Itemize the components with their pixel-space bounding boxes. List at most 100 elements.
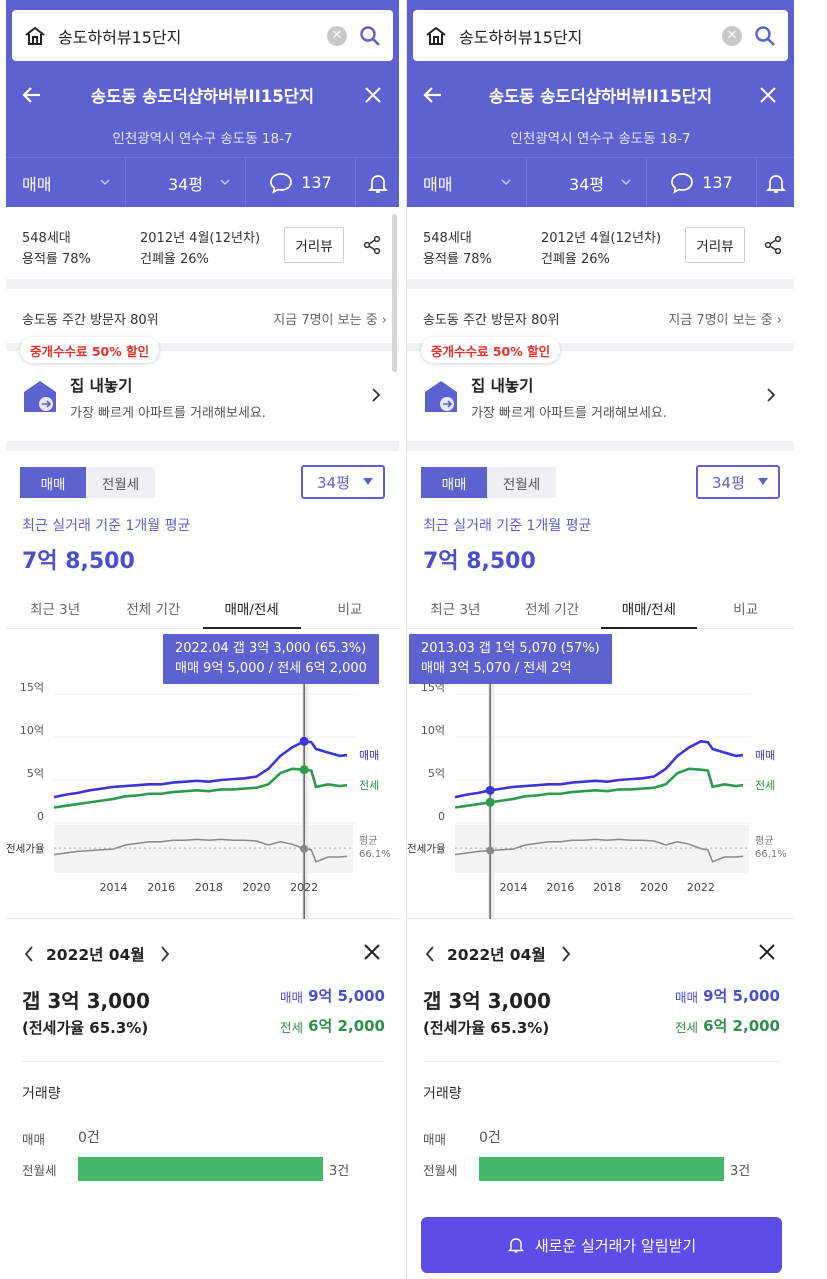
- series-line-jeonse: [454, 767, 744, 809]
- y-tick-label: 5억: [428, 767, 445, 780]
- series-line-ratio: [454, 838, 744, 863]
- search-input[interactable]: 송도하허뷰15단지: [58, 27, 182, 47]
- street-view-button[interactable]: 거리뷰: [284, 227, 344, 263]
- chevron-right-icon[interactable]: [158, 943, 172, 965]
- search-icon[interactable]: [754, 25, 776, 47]
- chevron-right-icon: [767, 388, 776, 402]
- x-tick-label: 2014: [100, 881, 128, 894]
- price-alert-button[interactable]: 새로운 실거래가 알림받기: [421, 1217, 782, 1273]
- volume-rent-bar: [78, 1157, 323, 1181]
- size-dropdown[interactable]: 34평: [527, 158, 647, 207]
- close-icon[interactable]: [756, 83, 780, 107]
- list-house-banner[interactable]: 중개수수료 50% 할인 집 내놓기 가장 빠르게 아파트를 거래해보세요.: [6, 337, 399, 441]
- alert-bell-button[interactable]: [757, 158, 794, 207]
- search-input[interactable]: 송도하허뷰15단지: [459, 27, 583, 47]
- alert-bell-button[interactable]: [356, 158, 399, 207]
- chevron-left-icon[interactable]: [423, 943, 437, 965]
- visitor-row[interactable]: 송도동 주간 방문자 80위 지금 7명이 보는 중 ›: [407, 289, 794, 343]
- volume-sale-count: 0건: [78, 1130, 100, 1146]
- segment-rent[interactable]: 전월세: [502, 476, 541, 493]
- home-icon[interactable]: [24, 25, 46, 47]
- trade-type-dropdown[interactable]: 매매: [407, 158, 527, 207]
- size-label: 34평: [568, 174, 605, 194]
- tab-recent-3y[interactable]: 최근 3년: [30, 601, 81, 618]
- month-detail: 2022년 04월 갭 3억 3,000 (전세가율 65.3%) 매매 9억 …: [6, 929, 399, 1069]
- households: 548세대: [22, 231, 71, 246]
- tooltip-line1: 2013.03 갭 1억 5,070 (57%): [421, 641, 600, 656]
- built-date: 2012년 4월(12년차): [140, 231, 261, 246]
- home-icon[interactable]: [425, 25, 447, 47]
- ratio-avg-value: 66.1%: [359, 849, 391, 860]
- y-tick-label: 10억: [421, 724, 445, 737]
- volume-sale-count: 0건: [479, 1130, 501, 1146]
- chevron-left-icon[interactable]: [22, 943, 36, 965]
- tab-compare[interactable]: 비교: [337, 601, 363, 618]
- comments-count: 137: [301, 173, 332, 192]
- price-section: 매매 전월세 34평 최근 실거래 기준 1개월 평균 7억 8,500 최근 …: [6, 451, 399, 629]
- jeonse-ratio: (전세가율 65.3%): [22, 1019, 149, 1037]
- size-select[interactable]: 34평: [301, 465, 385, 499]
- jeonse-value: 6억 2,000: [703, 1017, 780, 1035]
- share-icon[interactable]: [362, 235, 382, 255]
- bell-icon: [507, 1238, 525, 1253]
- y-tick-label: 0: [37, 810, 44, 823]
- list-house-banner[interactable]: 중개수수료 50% 할인 집 내놓기 가장 빠르게 아파트를 거래해보세요.: [407, 337, 794, 441]
- back-arrow-icon[interactable]: [20, 83, 44, 107]
- size-select[interactable]: 34평: [696, 465, 780, 499]
- avg-label: 최근 실거래 기준 1개월 평균: [22, 518, 191, 534]
- tab-all-period[interactable]: 전체 기간: [525, 601, 580, 618]
- close-detail-icon[interactable]: [756, 941, 778, 963]
- jeonse-marker: [299, 765, 309, 775]
- search-area: 송도하허뷰15단지 ✕: [6, 0, 399, 69]
- legend-jeonse: 전세: [755, 779, 775, 792]
- tab-compare[interactable]: 비교: [733, 601, 759, 618]
- filter-bar: 매매 34평 137: [6, 157, 399, 207]
- close-icon[interactable]: [361, 83, 385, 107]
- clear-icon[interactable]: ✕: [327, 25, 347, 46]
- back-arrow-icon[interactable]: [421, 83, 445, 107]
- chat-bubble-icon: [671, 172, 694, 194]
- comments-button[interactable]: 137: [647, 158, 757, 207]
- search-box[interactable]: 송도하허뷰15단지 ✕: [413, 10, 788, 61]
- x-tick-label: 2020: [242, 881, 270, 894]
- house-sell-icon: [425, 381, 457, 412]
- tab-recent-3y[interactable]: 최근 3년: [430, 601, 481, 618]
- building-coverage: 건폐율 26%: [541, 252, 610, 267]
- size-dropdown[interactable]: 34평: [126, 158, 246, 207]
- tab-all-period[interactable]: 전체 기간: [126, 601, 181, 618]
- page-title: 송도동 송도더샵하버뷰II15단지: [90, 87, 315, 106]
- chevron-down-icon: [501, 179, 511, 185]
- avg-value: 7억 8,500: [423, 549, 536, 574]
- viewing-now: 지금 7명이 보는 중: [273, 313, 378, 328]
- price-chart[interactable]: 0 5억 10억 15억 2014 2016 2018 2020 2022 매매 전세 평균 66.1%…: [6, 629, 399, 919]
- volume-title: 거래량: [423, 1086, 462, 1102]
- street-view-button[interactable]: 거리뷰: [685, 227, 745, 263]
- chevron-right-icon[interactable]: [559, 943, 573, 965]
- segment-rent[interactable]: 전월세: [101, 476, 140, 493]
- visitor-row[interactable]: 송도동 주간 방문자 80위 지금 7명이 보는 중 ›: [6, 289, 399, 343]
- sell-title: 집 내놓기: [471, 377, 534, 395]
- size-label: 34평: [167, 174, 204, 194]
- close-detail-icon[interactable]: [361, 941, 383, 963]
- segment-sale[interactable]: 매매: [20, 467, 86, 498]
- jeonse-label: 전세: [279, 1020, 303, 1035]
- tab-sale-jeonse[interactable]: 매매/전세: [202, 587, 302, 629]
- complex-info: 548세대 용적률 78% 2012년 4월(12년차) 건폐율 26% 거리뷰: [6, 207, 399, 279]
- search-box[interactable]: 송도하허뷰15단지 ✕: [12, 10, 393, 61]
- size-select-value: 34평: [712, 473, 745, 492]
- complex-header: 송도동 송도더샵하버뷰II15단지 인천광역시 연수구 송도동 18-7: [6, 69, 399, 157]
- tab-sale-jeonse[interactable]: 매매/전세: [600, 587, 698, 629]
- price-chart[interactable]: 0 5억 10억 15억 2014 2016 2018 2020 2022 매매 전세 평균 66.1%…: [407, 629, 794, 919]
- detail-month: 2022년 04월: [46, 946, 145, 964]
- segment-sale[interactable]: 매매: [421, 467, 487, 498]
- households: 548세대: [423, 231, 472, 246]
- comments-button[interactable]: 137: [246, 158, 356, 207]
- search-icon[interactable]: [359, 25, 381, 47]
- scrollbar[interactable]: [392, 214, 397, 372]
- clear-icon[interactable]: ✕: [722, 25, 742, 46]
- share-icon[interactable]: [763, 235, 783, 255]
- trade-type-dropdown[interactable]: 매매: [6, 158, 126, 207]
- floor-area-ratio: 용적률 78%: [423, 252, 492, 267]
